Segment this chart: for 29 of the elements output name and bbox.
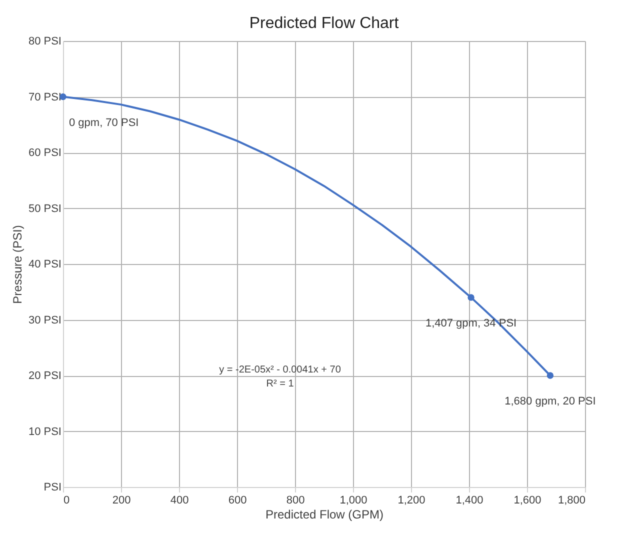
x-axis-title: Predicted Flow (GPM)	[265, 508, 384, 522]
y-tick-label: 80 PSI	[28, 36, 62, 48]
y-tick-label: 10 PSI	[28, 426, 62, 438]
x-tick-label: 1,800	[558, 494, 586, 506]
x-tick-label: 200	[112, 494, 131, 506]
point	[546, 372, 554, 379]
x-tick-label: 600	[228, 494, 247, 506]
y-axis-title: Pressure (PSI)	[10, 225, 24, 304]
x-tick-label: 0	[64, 494, 70, 506]
chart-title: Predicted Flow Chart	[249, 15, 400, 32]
x-tick-label: 1,400	[456, 494, 484, 506]
x-tick-label: 1,600	[514, 494, 542, 506]
annotation: y = -2E-05x² - 0.0041x + 70	[219, 364, 342, 376]
y-tick-label: 70 PSI	[28, 91, 62, 104]
annotation: 1,407 gpm, 34 PSI	[425, 317, 517, 330]
annotation: R² = 1	[266, 378, 294, 390]
y-tick-label: PSI	[44, 482, 62, 494]
y-tick-label: 20 PSI	[28, 370, 62, 382]
point	[468, 294, 474, 301]
annotation: 1,680 gpm, 20 PSI	[504, 396, 596, 408]
annotation: 0 gpm, 70 PSI	[69, 116, 139, 129]
y-tick-label: 50 PSI	[28, 202, 62, 215]
x-tick-label: 800	[286, 494, 305, 506]
x-tick-label: 1,200	[398, 494, 426, 506]
x-tick-label: 1,000	[340, 494, 368, 506]
y-tick-label: 40 PSI	[28, 258, 62, 270]
y-tick-label: 30 PSI	[28, 314, 62, 326]
y-tick-label: 60 PSI	[28, 147, 62, 159]
x-tick-label: 400	[170, 494, 189, 506]
